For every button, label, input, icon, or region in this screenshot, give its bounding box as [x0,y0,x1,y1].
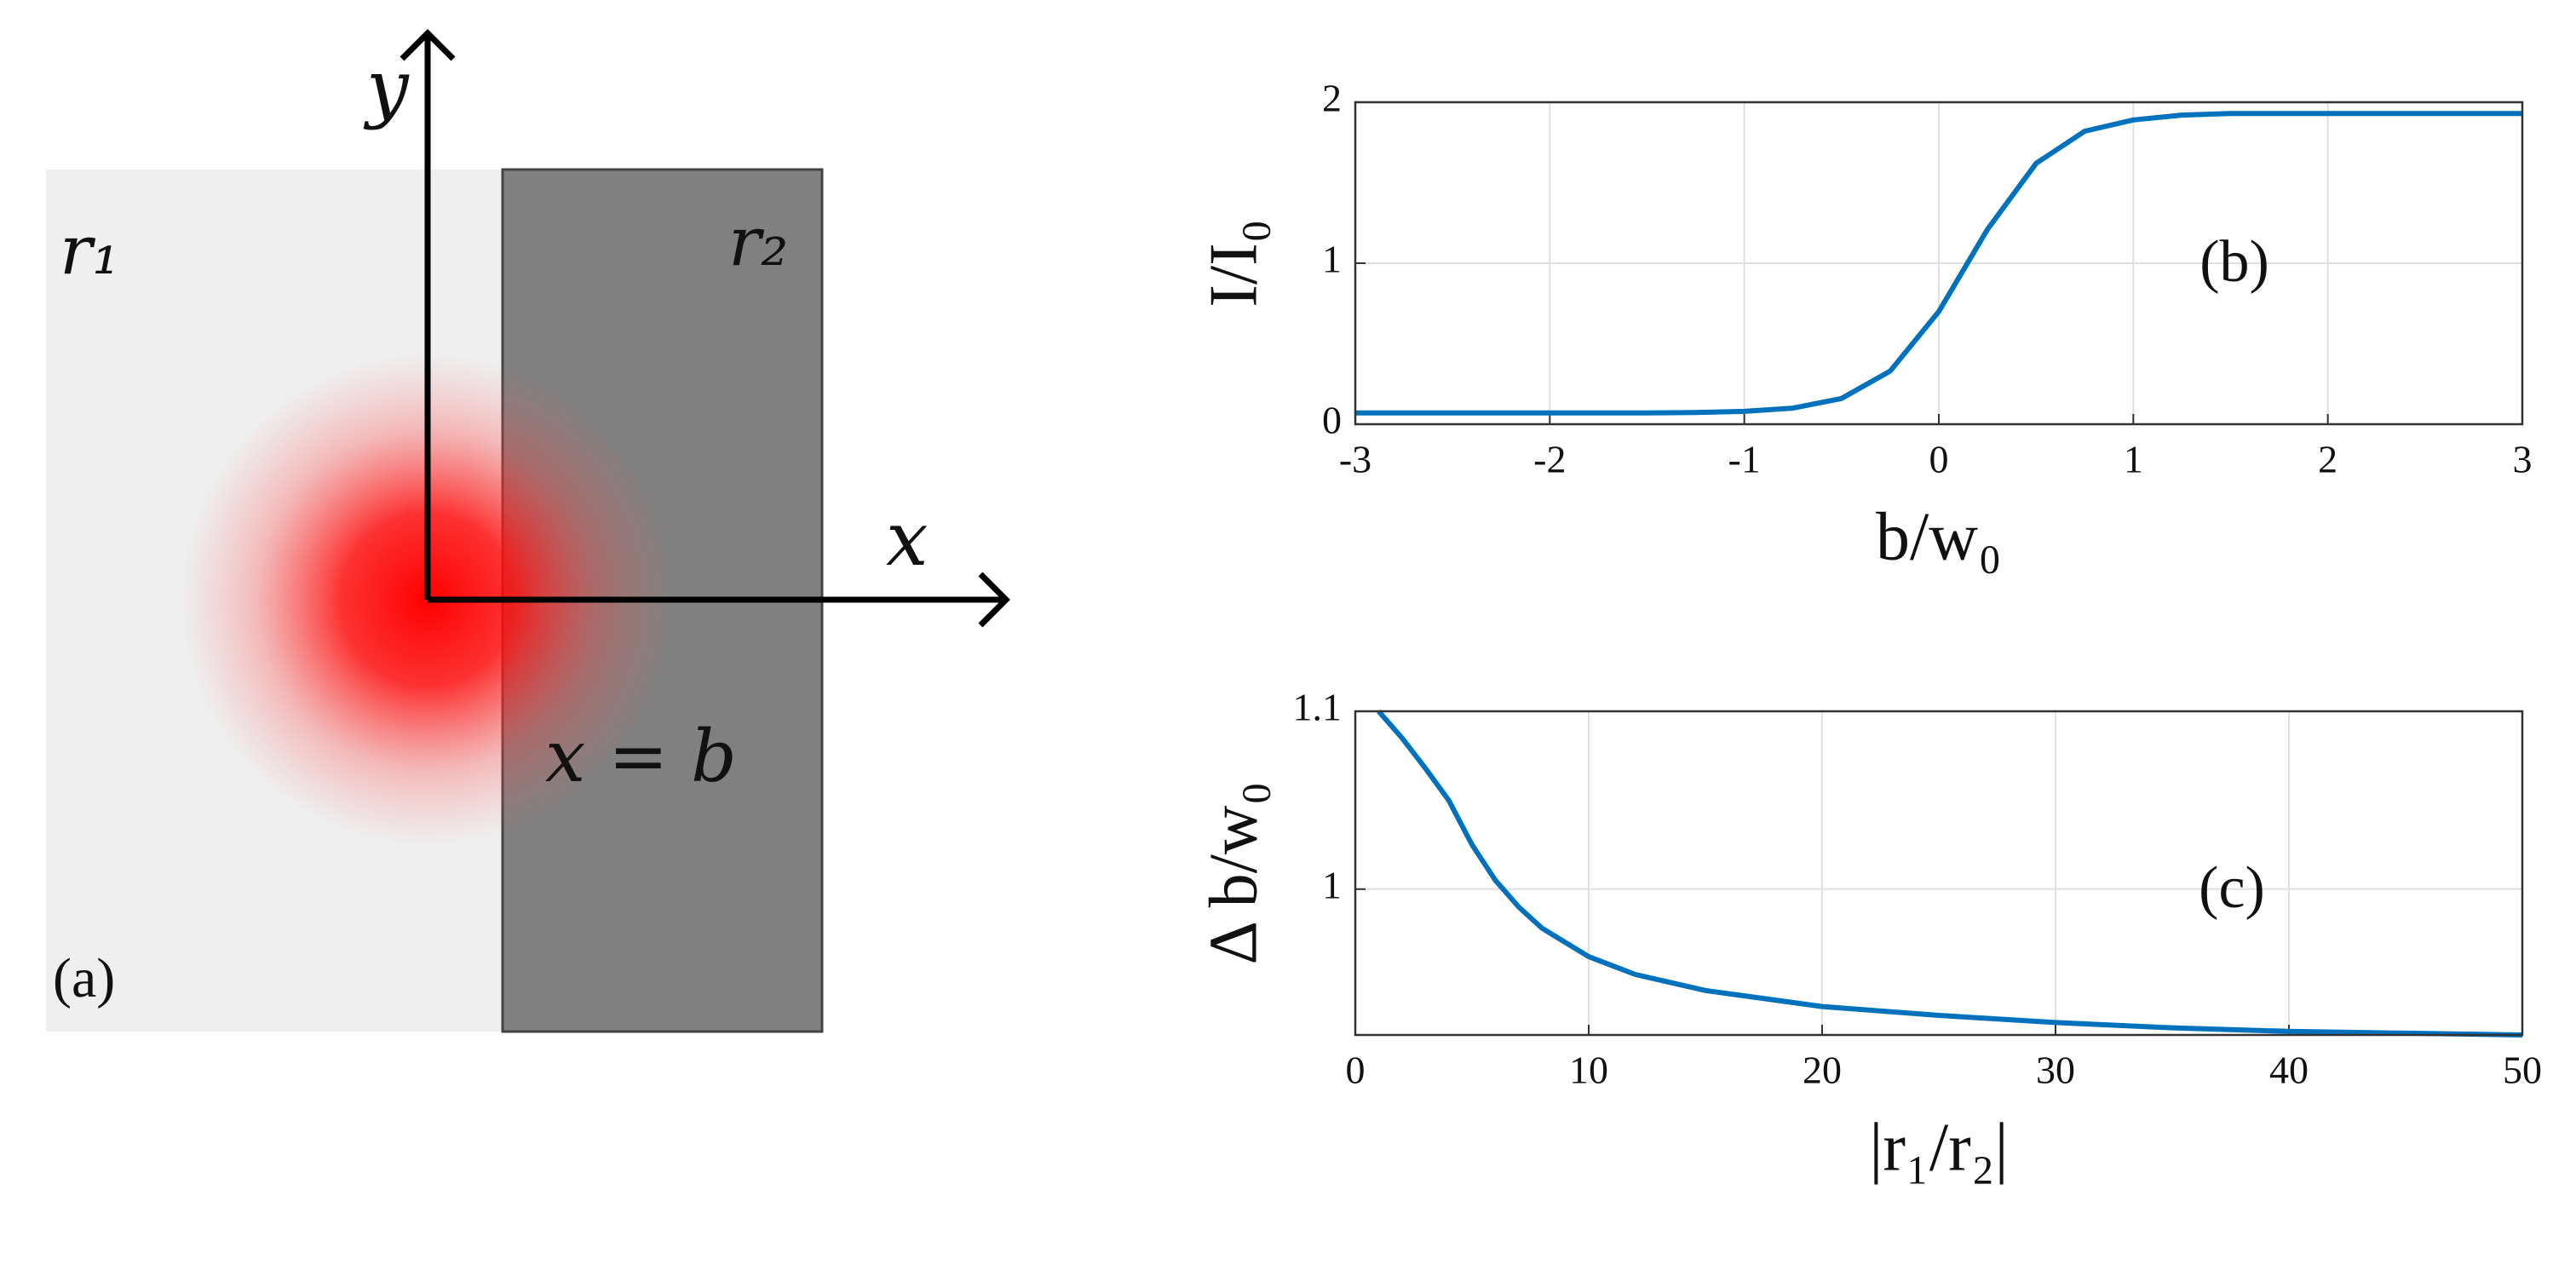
x-axis-label: b/w₀ [1876,499,2002,574]
y-tick-label: 2 [1322,77,1342,120]
x-tick-label: 0 [1929,438,1949,481]
x-tick-label: -2 [1533,438,1566,481]
y-axis-label: Δ b/w₀ [1196,782,1271,965]
region-left-label: r₁ [60,210,119,290]
x-tick-label: -3 [1339,438,1371,481]
data-line [1355,111,2522,416]
y-axis-label: I/I₀ [1196,219,1271,307]
region-right-label: r₂ [728,202,788,281]
y-tick-label: 0 [1322,399,1342,442]
panel-annotation: (b) [2199,229,2269,295]
x-tick-label: 3 [2513,438,2533,481]
x-axis-label: x [886,495,929,583]
x-tick-label: 20 [1803,1049,1842,1092]
y-tick-label: 1 [1322,238,1342,281]
boundary-label: x = b [545,715,737,798]
panel-annotation: (c) [2199,855,2265,921]
x-tick-label: 40 [2269,1049,2309,1092]
x-tick-label: 10 [1569,1049,1608,1092]
y-tick-label: 1.1 [1293,686,1343,729]
x-tick-label: 1 [2124,438,2143,481]
panel-label: (a) [53,947,115,1009]
x-tick-label: 50 [2503,1049,2542,1092]
data-line [1377,710,2523,1038]
x-tick-label: 0 [1346,1049,1366,1092]
x-tick-label: 30 [2036,1049,2075,1092]
x-tick-label: 2 [2318,438,2337,481]
y-tick-label: 1 [1322,863,1342,906]
x-axis-label: |r₁/r₂| [1869,1110,2008,1185]
arrow-heads [400,29,1010,628]
x-tick-label: -1 [1728,438,1761,481]
plot-frame [1354,101,2524,426]
y-axis-label: y [363,43,410,131]
diagram: y x r₁ r₂ x = b (a) [46,29,1010,1033]
plot-frame [1354,710,2524,1037]
